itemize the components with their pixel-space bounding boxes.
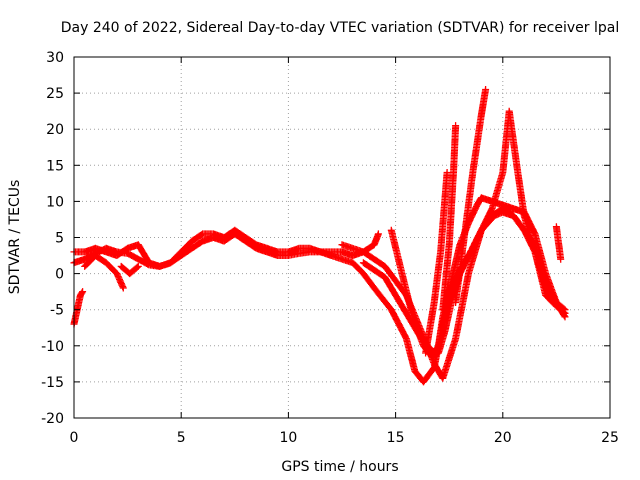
series-markers — [387, 205, 569, 361]
chart-title: Day 240 of 2022, Sidereal Day-to-day VTE… — [61, 20, 619, 36]
series-arc-10 — [422, 169, 451, 357]
x-tick-label: 20 — [494, 430, 512, 446]
x-axis-label: GPS time / hours — [281, 459, 398, 475]
series-arc-4 — [81, 252, 127, 292]
series-points — [70, 86, 569, 386]
series-arc-12 — [452, 86, 490, 306]
y-tick-label: 25 — [46, 86, 64, 102]
y-tick-label: -15 — [41, 375, 64, 391]
series-markers — [117, 262, 142, 278]
series-arc-1 — [70, 288, 87, 328]
series-markers — [439, 122, 460, 314]
y-tick-label: 5 — [55, 231, 64, 247]
tick-labels: 0 5 10 15 20 25 -20 -15 -10 -5 0 5 10 15 20 25 30 — [41, 50, 619, 446]
series-markers — [422, 169, 451, 357]
series-markers — [552, 223, 565, 263]
y-tick-label: -10 — [41, 339, 64, 355]
y-axis-label: SDTVAR / TECUs — [7, 180, 23, 295]
series-arc-9 — [387, 205, 569, 361]
y-tick-label: 15 — [46, 158, 64, 174]
y-tick-label: 20 — [46, 122, 64, 138]
series-markers — [452, 86, 490, 306]
grid-lines — [74, 57, 610, 418]
series-arc-11 — [439, 122, 460, 314]
x-tick-label: 0 — [70, 430, 79, 446]
y-tick-label: 0 — [55, 267, 64, 283]
x-tick-label: 15 — [387, 430, 405, 446]
x-tick-label: 5 — [177, 430, 186, 446]
series-arc-5 — [117, 262, 142, 278]
y-tick-label: 30 — [46, 50, 64, 66]
x-tick-label: 10 — [279, 430, 297, 446]
y-tick-label: 10 — [46, 194, 64, 210]
axis-ticks — [73, 56, 611, 419]
series-arc-13 — [552, 223, 565, 263]
y-tick-label: -20 — [41, 411, 64, 427]
series-markers — [70, 288, 87, 328]
y-tick-label: -5 — [50, 303, 64, 319]
x-tick-label: 25 — [601, 430, 619, 446]
series-markers — [81, 252, 127, 292]
